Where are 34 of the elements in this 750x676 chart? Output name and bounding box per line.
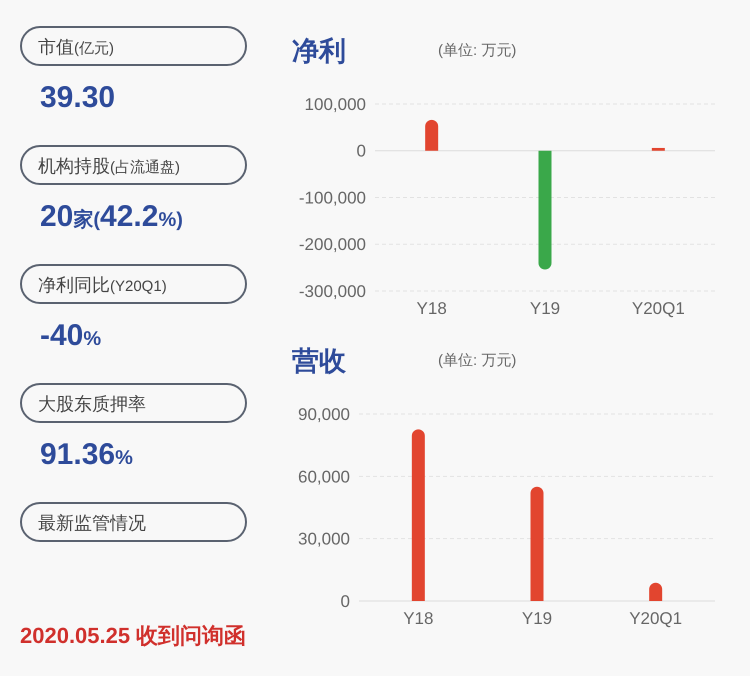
bar [425, 120, 438, 151]
x-tick-label: Y19 [522, 609, 552, 628]
y-tick-label: 100,000 [304, 94, 366, 114]
bar [652, 148, 665, 151]
x-tick-label: Y18 [403, 609, 434, 628]
text: 91.36% [40, 438, 134, 471]
text: 净利同比(Y20Q1) [38, 275, 167, 295]
y-tick-label: -300,000 [298, 282, 366, 301]
chart-title: 净利 [292, 36, 346, 66]
bar [412, 429, 425, 601]
x-tick-label: Y20Q1 [629, 609, 682, 628]
y-tick-label: 0 [356, 142, 366, 161]
y-tick-label: 60,000 [298, 467, 350, 486]
text: 最新监管情况 [38, 513, 146, 533]
y-tick-label: 30,000 [298, 530, 350, 549]
y-tick-label: -200,000 [298, 235, 366, 254]
x-tick-label: Y19 [530, 299, 560, 318]
bar [530, 486, 544, 601]
x-tick-label: Y18 [416, 299, 447, 318]
text: 2020.05.25 收到问询函 [20, 623, 246, 648]
text: 机构持股(占流通盘) [38, 156, 180, 176]
text: 39.30 [40, 81, 116, 114]
chart-title: 营收 [291, 346, 347, 376]
text: -40% [40, 319, 102, 352]
y-tick-label: 90,000 [298, 404, 350, 424]
y-tick-label: -100,000 [298, 188, 366, 208]
text: 市值(亿元) [38, 37, 114, 57]
chart-subtitle: (单位: 万元) [438, 352, 516, 369]
chart-subtitle: (单位: 万元) [438, 42, 516, 59]
text: 大股东质押率 [38, 394, 146, 414]
text: 20家(42.2%) [40, 200, 183, 233]
bar [538, 150, 552, 270]
x-tick-label: Y20Q1 [632, 299, 685, 318]
y-tick-label: 0 [340, 592, 350, 611]
